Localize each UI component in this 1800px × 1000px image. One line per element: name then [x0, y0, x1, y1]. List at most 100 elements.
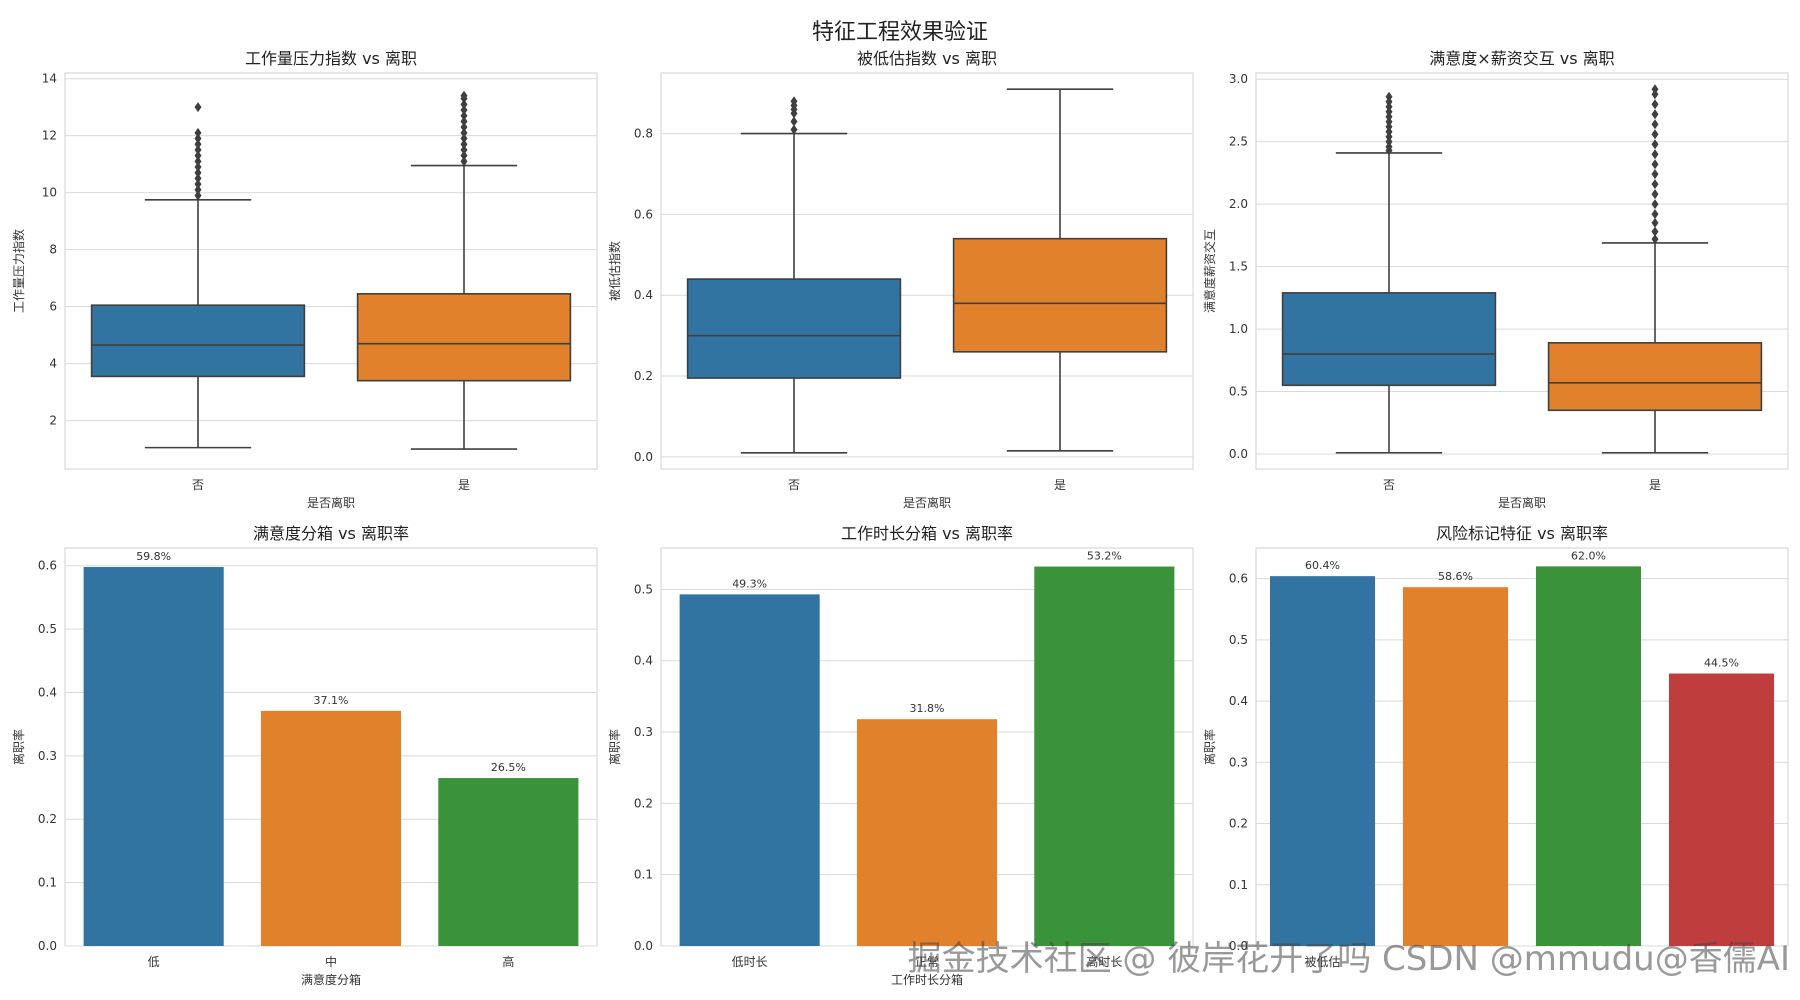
- watermark: 掘金技术社区 @ 彼岸花开了吗 CSDN @mmudu@香儒AI: [907, 939, 1790, 979]
- y-tick-label: 12: [42, 129, 57, 143]
- box-是: [952, 237, 1168, 353]
- flier-point: [194, 156, 202, 167]
- flier-point: [194, 102, 202, 113]
- flier-point: [460, 99, 468, 110]
- bar: [679, 594, 820, 946]
- y-tick-label: 0.3: [38, 749, 57, 763]
- x-axis-label: 是否离职: [903, 495, 951, 510]
- flier-point: [460, 110, 468, 121]
- box-否: [90, 304, 306, 378]
- chart-title: 被低估指数 vs 离职: [857, 49, 997, 68]
- y-tick-label: 0.0: [1229, 939, 1248, 953]
- bar-value-label: 37.1%: [314, 694, 349, 707]
- chart-title: 工作量压力指数 vs 离职: [245, 49, 417, 68]
- x-tick-label: 是: [458, 478, 470, 492]
- x-axis-label: 满意度分箱: [301, 972, 361, 987]
- y-tick-label: 0.6: [1229, 572, 1248, 586]
- flier-point: [1651, 234, 1659, 245]
- x-tick-label: 否: [1383, 478, 1395, 492]
- bar-value-label: 31.8%: [910, 702, 945, 715]
- y-tick-label: 3.0: [1229, 72, 1248, 86]
- chart-title: 工作时长分箱 vs 离职率: [841, 524, 1013, 543]
- flier-point: [1651, 217, 1659, 228]
- flier-point: [1651, 159, 1659, 170]
- chart-title: 风险标记特征 vs 离职率: [1436, 524, 1608, 543]
- flier-point: [460, 116, 468, 127]
- x-tick-label: 正常: [915, 955, 939, 969]
- y-tick-label: 0.4: [1229, 694, 1248, 708]
- y-tick-label: 0.3: [1229, 755, 1248, 769]
- chart-title: 满意度×薪资交互 vs 离职: [1429, 49, 1614, 68]
- y-tick-label: 0.2: [634, 796, 653, 810]
- flier-point: [194, 150, 202, 161]
- box-否: [686, 278, 902, 379]
- y-tick-label: 8: [49, 243, 57, 257]
- x-tick-label: 否: [788, 478, 800, 492]
- y-tick-label: 0.1: [634, 868, 653, 882]
- flier-point: [790, 116, 798, 127]
- bar-value-label: 49.3%: [732, 577, 767, 590]
- y-axis-label: 工作量压力指数: [11, 229, 26, 313]
- chart-panel-3: 0.0 0.5 1.0 1.5 2.0 2.5 3.0 满意度×薪资交互 vs 离职满意度薪资…: [1202, 49, 1789, 510]
- flier-point: [1651, 149, 1659, 160]
- flier-point: [790, 124, 798, 135]
- plot-area: [64, 72, 598, 470]
- y-tick-label: 0.2: [634, 369, 653, 383]
- flier-point: [194, 127, 202, 138]
- flier-point: [194, 133, 202, 144]
- y-tick-label: 0.2: [38, 812, 57, 826]
- x-tick-label: 是: [1054, 478, 1066, 492]
- y-tick-label: 0.5: [1229, 633, 1248, 647]
- y-tick-label: 0.8: [634, 127, 653, 141]
- flier-point: [194, 190, 202, 201]
- bar: [83, 567, 224, 946]
- flier-point: [194, 184, 202, 195]
- y-tick-label: 0.1: [38, 876, 57, 890]
- bar-value-label: 62.0%: [1571, 549, 1606, 562]
- flier-point: [460, 105, 468, 116]
- y-tick-label: 14: [42, 72, 57, 86]
- flier-point: [194, 179, 202, 190]
- flier-point: [1651, 139, 1659, 150]
- y-tick-label: 0.4: [634, 654, 653, 668]
- y-tick-label: 0.4: [38, 685, 57, 699]
- bar-value-label: 44.5%: [1704, 657, 1739, 670]
- flier-point: [1651, 179, 1659, 190]
- bar-value-label: 58.6%: [1438, 570, 1473, 583]
- y-tick-label: 0.3: [634, 725, 653, 739]
- box-是: [356, 292, 572, 382]
- y-tick-label: 0.2: [1229, 817, 1248, 831]
- flier-point: [1651, 189, 1659, 200]
- bar-value-label: 59.8%: [136, 550, 171, 563]
- flier-point: [460, 133, 468, 144]
- bar: [1535, 566, 1642, 946]
- flier-point: [460, 144, 468, 155]
- y-tick-label: 0.0: [38, 939, 57, 953]
- y-tick-label: 0.0: [1229, 447, 1248, 461]
- x-tick-label: 否: [192, 478, 204, 492]
- y-tick-label: 0.4: [634, 288, 653, 302]
- y-tick-label: 2: [49, 414, 57, 428]
- y-tick-label: 2.0: [1229, 197, 1248, 211]
- flier-point: [460, 150, 468, 161]
- flier-point: [1385, 91, 1393, 102]
- y-axis-label: 满意度薪资交互: [1202, 229, 1217, 313]
- y-tick-label: 0.0: [634, 450, 653, 464]
- x-tick-label: 高: [502, 954, 514, 969]
- flier-point: [194, 162, 202, 173]
- flier-point: [1651, 199, 1659, 210]
- bar: [1034, 566, 1175, 946]
- flier-point: [194, 144, 202, 155]
- bar: [438, 778, 579, 946]
- flier-point: [1651, 109, 1659, 120]
- chart-panel-6: 0.0 0.1 0.2 0.3 0.4 0.5 0.6 风险标记特征 vs 离职率离职率被低估…: [1202, 524, 1789, 969]
- x-tick-label: 高时长: [1086, 954, 1122, 969]
- bar-value-label: 53.2%: [1087, 550, 1122, 563]
- y-tick-label: 4: [49, 357, 57, 371]
- flier-point: [1651, 99, 1659, 110]
